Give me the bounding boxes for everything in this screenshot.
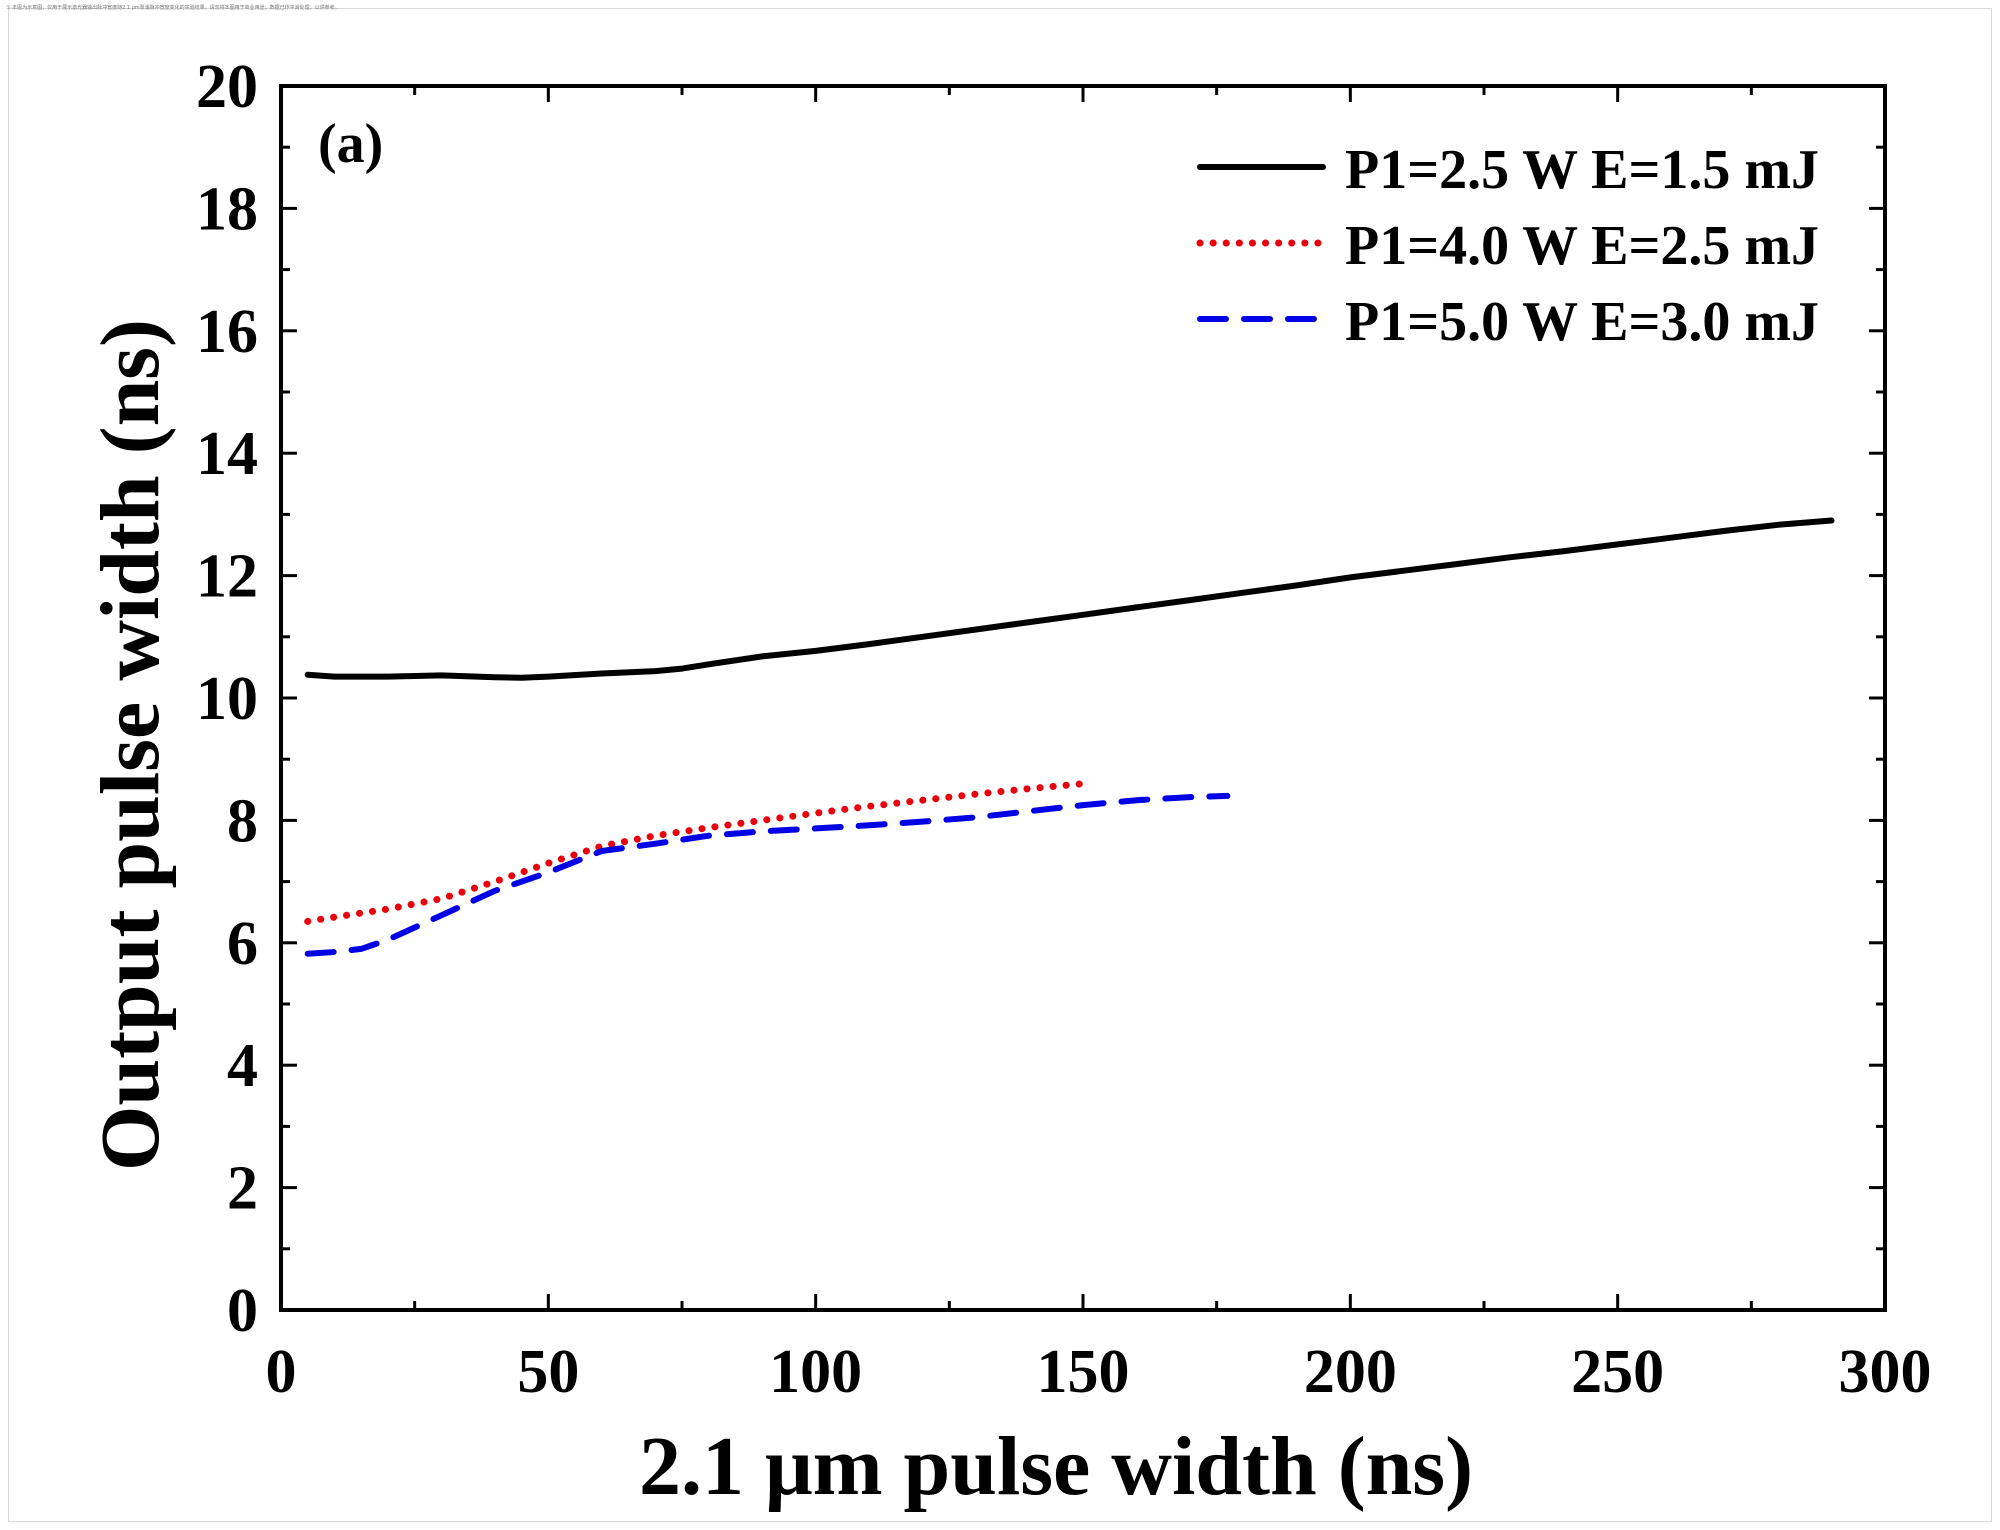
series-line-3 [304, 792, 1231, 957]
y-tick-label: 4 [227, 1032, 258, 1100]
x-tick-label: 150 [1037, 1338, 1130, 1406]
y-tick-label: 0 [227, 1277, 258, 1345]
series-line-2 [304, 780, 1087, 925]
y-axis-label: Output pulse width (ns) [84, 319, 177, 1171]
y-tick-label: 20 [196, 53, 258, 121]
axes-layer: 0 50 100 150 200 250 300 0 2 4 6 8 10 12 14 16 18 20 [196, 53, 1932, 1406]
header-note: ① 本图为示意图，仅用于展示激光器输出脉冲宽度随2.1 μm泵浦脉冲宽度变化的实… [6, 5, 340, 11]
figure-frame [8, 8, 1992, 1522]
y-tick-label: 14 [196, 420, 258, 488]
series-line-1 [304, 517, 1835, 681]
y-tick-label: 12 [196, 543, 258, 611]
legend-label-3: P1=5.0 W E=3.0 mJ [1345, 291, 1819, 353]
x-tick-label: 0 [266, 1338, 297, 1406]
x-tick-label: 200 [1304, 1338, 1397, 1406]
y-tick-label: 18 [196, 175, 258, 243]
x-tick-label: 100 [769, 1338, 862, 1406]
legend-label-1: P1=2.5 W E=1.5 mJ [1345, 139, 1819, 201]
y-tick-label: 10 [196, 665, 258, 733]
series-layer [304, 517, 1835, 957]
panel-label: (a) [318, 113, 383, 175]
x-axis-label: 2.1 μm pulse width (ns) [639, 1420, 1473, 1513]
y-tick-label: 8 [227, 787, 258, 855]
legend-label-2: P1=4.0 W E=2.5 mJ [1345, 215, 1819, 277]
y-tick-label: 6 [227, 910, 258, 978]
x-tick-label: 50 [517, 1338, 579, 1406]
y-tick-label: 16 [196, 298, 258, 366]
x-tick-label: 300 [1839, 1338, 1932, 1406]
legend: P1=2.5 W E=1.5 mJ P1=4.0 W E=2.5 mJ P1=5.0… [1196, 139, 1819, 353]
y-tick-label: 2 [227, 1155, 258, 1223]
x-tick-label: 250 [1571, 1338, 1664, 1406]
